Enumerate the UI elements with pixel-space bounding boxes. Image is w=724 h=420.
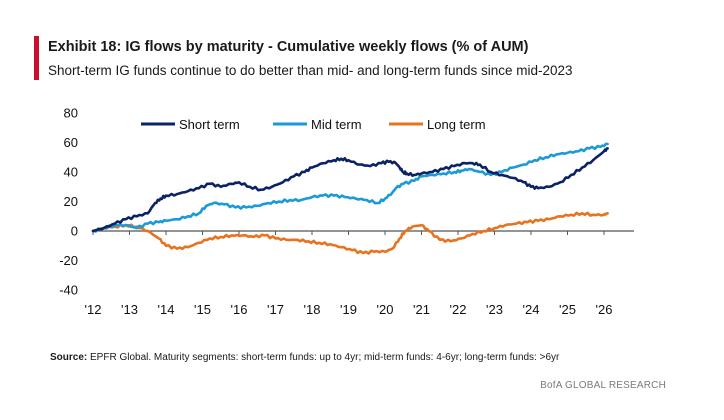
x-tick-label: '24	[523, 302, 540, 317]
y-tick-label: 60	[64, 135, 78, 150]
long-term-legend-label: Long term	[427, 117, 486, 132]
x-tick-label: '12	[85, 302, 102, 317]
short-term-legend-label: Short term	[179, 117, 240, 132]
y-tick-label: 20	[64, 194, 78, 209]
x-tick-label: '25	[559, 302, 576, 317]
source-text: EPFR Global. Maturity segments: short-te…	[87, 352, 560, 363]
chart-legend: Short term Mid term Long term	[141, 117, 486, 132]
mid-term-series-line	[91, 142, 609, 233]
x-tick-label: '15	[194, 302, 211, 317]
x-tick-label: '18	[304, 302, 321, 317]
source-label: Source:	[50, 352, 88, 363]
x-axis-ticks: '12 '13 '14 '15 '16 '17 '18 '19 '20 '21 '22 '23 '24 '…	[85, 231, 613, 317]
x-tick-label: '16	[231, 302, 248, 317]
x-tick-label: '23	[486, 302, 503, 317]
x-tick-label: '26	[596, 302, 613, 317]
y-tick-label: -20	[59, 253, 78, 268]
mid-term-legend-label: Mid term	[311, 117, 362, 132]
short-term-series-line	[91, 147, 609, 233]
x-tick-label: '21	[413, 302, 430, 317]
series-lines	[91, 142, 609, 255]
y-tick-label: 80	[64, 106, 78, 121]
x-tick-label: '22	[450, 302, 467, 317]
footer-brand: BofA GLOBAL RESEARCH	[540, 380, 666, 391]
title-accent-bar	[34, 36, 39, 80]
y-tick-label: -40	[59, 283, 78, 298]
x-tick-label: '14	[158, 302, 175, 317]
chart-subtitle: Short-term IG funds continue to do bette…	[48, 63, 573, 78]
y-tick-label: 40	[64, 165, 78, 180]
y-tick-label: 0	[71, 224, 78, 239]
x-tick-label: '17	[267, 302, 284, 317]
x-tick-label: '20	[377, 302, 394, 317]
y-axis-ticks: 80 60 40 20 0 -20 -40	[59, 106, 78, 298]
long-term-series-line	[91, 211, 609, 255]
x-tick-label: '19	[340, 302, 357, 317]
chart-title: Exhibit 18: IG flows by maturity - Cumul…	[48, 39, 529, 55]
source-note: Source: EPFR Global. Maturity segments: …	[50, 352, 559, 363]
x-tick-label: '13	[121, 302, 138, 317]
